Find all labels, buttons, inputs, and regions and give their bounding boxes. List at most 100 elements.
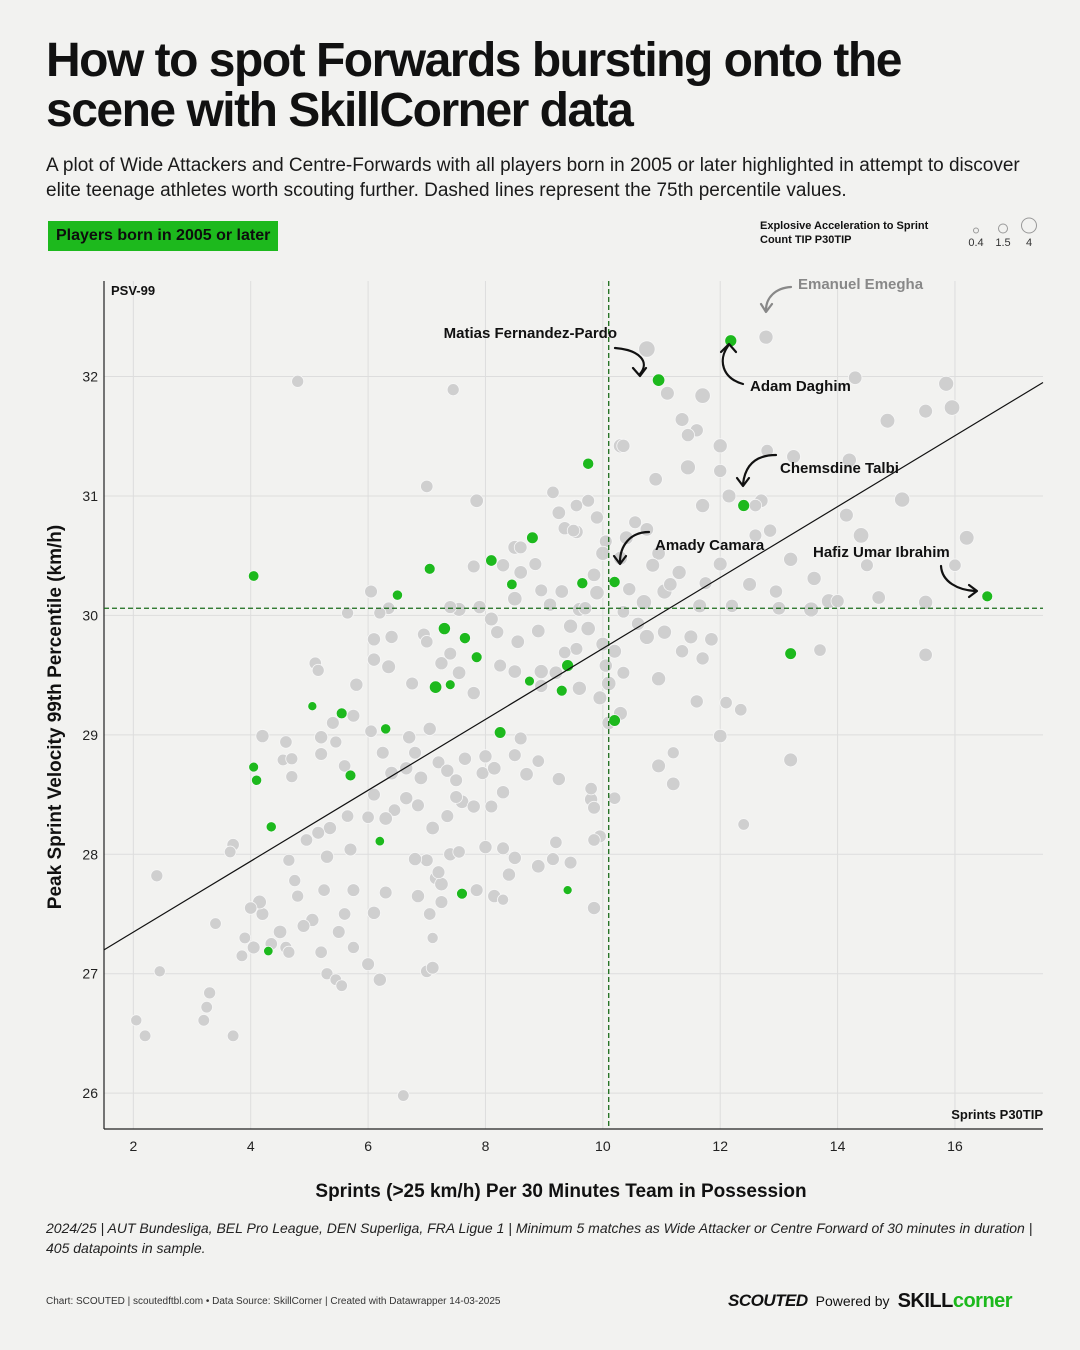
data-point bbox=[431, 755, 446, 770]
data-point bbox=[551, 505, 566, 520]
data-point bbox=[783, 752, 798, 768]
data-point bbox=[616, 605, 631, 619]
highlighted-point bbox=[307, 701, 318, 712]
data-point bbox=[595, 545, 611, 561]
data-point bbox=[549, 835, 563, 849]
chart-footnote: 2024/25 | AUT Bundesliga, BEL Pro League… bbox=[46, 1220, 1033, 1256]
data-point bbox=[841, 452, 857, 468]
data-point bbox=[879, 412, 896, 429]
highlighted-point bbox=[485, 554, 498, 567]
data-point bbox=[426, 931, 439, 944]
data-point bbox=[469, 883, 484, 897]
annotation-label: Amady Camara bbox=[655, 537, 765, 554]
data-point bbox=[361, 810, 375, 824]
annotation-arrow bbox=[721, 344, 745, 386]
data-point bbox=[713, 728, 728, 744]
data-point bbox=[484, 799, 499, 814]
data-point bbox=[314, 730, 329, 745]
x-tick-label: 12 bbox=[712, 1138, 728, 1154]
data-point bbox=[197, 1014, 211, 1027]
data-point bbox=[337, 759, 352, 773]
data-point bbox=[786, 449, 801, 464]
data-point bbox=[288, 874, 302, 888]
data-point bbox=[546, 852, 560, 866]
x-tick-label: 6 bbox=[364, 1138, 372, 1154]
data-point bbox=[513, 540, 528, 555]
highlighted-point bbox=[265, 821, 277, 833]
title-line-2: scene with SkillCorner data bbox=[46, 84, 634, 137]
data-point bbox=[478, 840, 493, 855]
data-point bbox=[422, 721, 437, 736]
data-point bbox=[235, 949, 249, 963]
data-point bbox=[399, 791, 414, 806]
data-point bbox=[638, 340, 656, 358]
data-point bbox=[531, 623, 546, 639]
data-point bbox=[803, 601, 820, 618]
annotation-arrowhead bbox=[719, 342, 738, 354]
data-point bbox=[724, 598, 739, 613]
data-point bbox=[528, 557, 543, 571]
data-point bbox=[531, 754, 545, 768]
data-point bbox=[616, 438, 631, 453]
data-point bbox=[291, 889, 305, 903]
data-point bbox=[223, 845, 237, 859]
data-point bbox=[584, 781, 598, 796]
data-point bbox=[534, 583, 549, 598]
data-point bbox=[607, 791, 622, 805]
skillcorner-logo: SKILLcorner bbox=[898, 1290, 1013, 1313]
data-point bbox=[894, 491, 911, 508]
highlighted-point bbox=[391, 589, 403, 601]
data-point bbox=[399, 761, 414, 776]
data-point bbox=[138, 1029, 152, 1043]
data-point bbox=[279, 735, 293, 749]
data-point bbox=[587, 833, 601, 847]
data-point bbox=[813, 643, 827, 657]
data-point bbox=[320, 967, 334, 981]
annotation-arrow bbox=[618, 530, 651, 564]
data-point bbox=[680, 459, 696, 476]
data-point bbox=[656, 624, 672, 640]
trend-line bbox=[103, 382, 1044, 951]
data-point bbox=[203, 986, 217, 1000]
data-point bbox=[569, 642, 584, 656]
data-point bbox=[660, 385, 675, 401]
x-tick-label: 8 bbox=[482, 1138, 490, 1154]
data-point bbox=[443, 600, 458, 614]
data-point bbox=[592, 690, 608, 706]
data-point bbox=[768, 584, 783, 599]
data-point bbox=[343, 842, 358, 857]
annotation: Chemsdine Talbi bbox=[735, 453, 899, 488]
data-point bbox=[648, 472, 663, 487]
data-point bbox=[510, 634, 525, 649]
highlighted-point bbox=[380, 723, 392, 735]
data-point bbox=[918, 594, 934, 610]
data-point bbox=[586, 567, 602, 582]
data-point bbox=[918, 403, 933, 419]
data-point bbox=[282, 945, 296, 959]
data-point bbox=[413, 770, 429, 786]
scouted-logo: SCOUTED bbox=[728, 1291, 808, 1310]
data-point bbox=[737, 818, 750, 831]
data-point bbox=[507, 850, 522, 865]
highlighted-point bbox=[247, 570, 260, 582]
data-point bbox=[848, 370, 863, 385]
data-point bbox=[713, 463, 728, 478]
data-point bbox=[340, 809, 355, 823]
data-point bbox=[469, 493, 484, 508]
data-point bbox=[364, 584, 378, 599]
data-point bbox=[346, 708, 361, 723]
annotation-arrowhead bbox=[735, 476, 751, 488]
data-point bbox=[451, 665, 467, 680]
annotation-layer: Matias Fernandez-Pardo Adam Daghim Emanuel… bbox=[444, 276, 979, 599]
data-point bbox=[466, 559, 481, 574]
highlighted-point bbox=[437, 622, 451, 636]
data-point bbox=[420, 479, 434, 494]
data-point bbox=[531, 859, 546, 874]
data-point bbox=[628, 515, 642, 530]
y-tick-label: 27 bbox=[82, 966, 98, 982]
chart-credit: Chart: SCOUTED | scoutedftbl.com • Data … bbox=[46, 1296, 501, 1307]
data-point bbox=[712, 556, 728, 572]
annotation-label: Hafiz Umar Ibrahim bbox=[813, 544, 950, 561]
highlighted-point bbox=[444, 679, 456, 691]
data-point bbox=[692, 598, 708, 614]
